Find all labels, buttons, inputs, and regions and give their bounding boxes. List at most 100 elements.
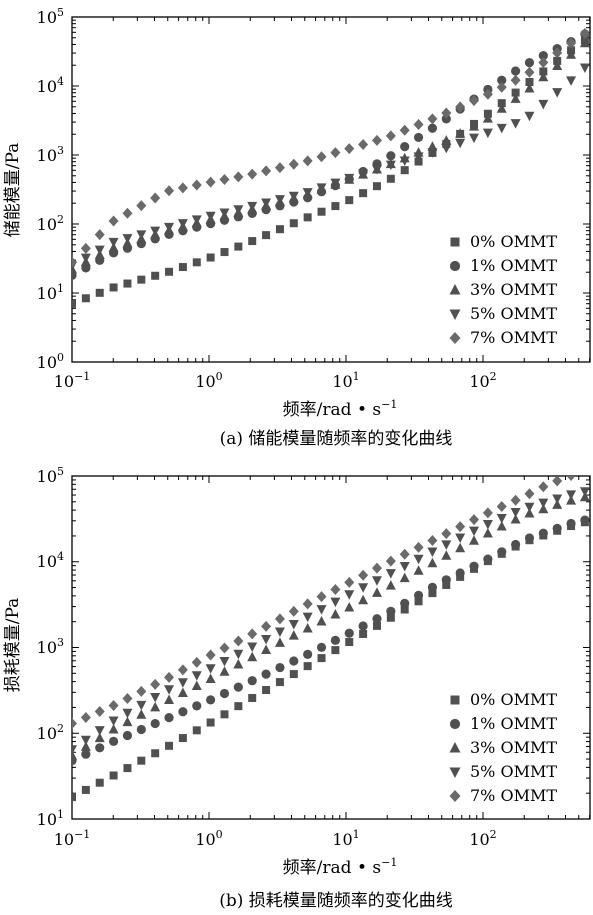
data-point (331, 202, 340, 211)
data-point (524, 57, 535, 68)
data-point (482, 88, 493, 100)
data-point (455, 521, 466, 533)
data-point (496, 81, 507, 93)
data-point (371, 164, 382, 175)
data-point (399, 572, 410, 583)
data-point (510, 93, 521, 103)
data-point (122, 716, 133, 727)
data-point (469, 95, 480, 107)
data-point (427, 547, 438, 558)
data-point (386, 613, 395, 622)
chart-panel-b: 101 102 103 104 105 10−1 100 101 102 频率/… (3, 465, 591, 911)
data-point (400, 605, 409, 614)
ytick-b-3: 104 (37, 550, 64, 571)
data-point (150, 678, 161, 690)
data-point (191, 656, 202, 668)
data-point (584, 476, 585, 477)
data-point (399, 561, 410, 572)
data-point (385, 160, 396, 171)
data-point (233, 682, 243, 692)
data-point (108, 724, 119, 734)
data-point (316, 183, 327, 193)
data-point (247, 676, 257, 686)
data-point (177, 664, 188, 676)
legend-marker-4 (449, 790, 461, 802)
data-point (233, 649, 244, 660)
data-point (109, 283, 118, 292)
data-point (151, 749, 160, 758)
data-point (344, 590, 355, 600)
data-point (371, 562, 382, 574)
data-point (482, 520, 493, 530)
xtick-b-0: 10−1 (54, 828, 91, 849)
data-point (511, 539, 521, 550)
data-point (538, 481, 549, 493)
data-point (233, 171, 244, 183)
data-point (151, 271, 160, 280)
data-point (372, 621, 381, 630)
data-point (358, 138, 369, 150)
data-point (191, 215, 202, 225)
data-point (552, 523, 562, 533)
data-point (72, 793, 76, 802)
data-point (72, 299, 76, 308)
data-point (524, 502, 535, 513)
data-point (441, 114, 451, 124)
data-point (552, 47, 563, 59)
data-point (538, 498, 549, 509)
data-point (302, 623, 313, 633)
data-point (580, 515, 590, 525)
data-point (441, 528, 452, 540)
legend-marker-0 (450, 237, 460, 247)
ytick-a-1: 101 (37, 282, 64, 303)
legend-b-label-0: 0% OMMT (470, 690, 557, 709)
plot-frame-a (71, 16, 591, 363)
data-point (109, 771, 118, 780)
data-point (274, 195, 285, 205)
data-point (122, 207, 133, 219)
data-point (344, 143, 355, 155)
legend-marker-1 (449, 260, 461, 272)
data-point (205, 176, 216, 188)
data-point (524, 111, 535, 122)
data-point (525, 78, 534, 87)
data-point (95, 288, 104, 297)
data-point (455, 101, 466, 113)
data-point (482, 507, 493, 519)
data-point (274, 627, 285, 638)
ytick-b-2: 103 (37, 636, 64, 657)
data-point (303, 662, 312, 671)
data-point (441, 540, 452, 550)
minor-ticks-b (71, 476, 591, 820)
data-point (510, 74, 521, 86)
data-point (538, 71, 549, 82)
data-point (288, 620, 299, 630)
data-point (288, 158, 299, 170)
data-point (372, 182, 381, 191)
legend-marker-2 (449, 284, 461, 295)
data-point (289, 656, 299, 666)
data-point (344, 601, 355, 612)
data-point (482, 128, 493, 139)
data-point (191, 179, 202, 191)
data-point (206, 718, 215, 727)
data-point (400, 142, 410, 152)
data-point (164, 671, 175, 683)
legend-marker-3 (449, 309, 461, 320)
data-point (122, 730, 133, 741)
data-point (288, 605, 299, 617)
data-point (94, 229, 105, 241)
data-point (455, 138, 466, 149)
data-point (413, 152, 424, 162)
data-point (275, 678, 284, 687)
data-point (233, 635, 244, 647)
x-axis-title-a: 频率/rad • s−1 (283, 398, 398, 420)
legend-a-label-2: 3% OMMT (470, 280, 557, 299)
data-point (552, 494, 563, 504)
data-point (302, 612, 313, 623)
data-point (385, 580, 396, 590)
data-point (94, 245, 105, 256)
data-point (233, 205, 244, 215)
data-point (579, 487, 590, 497)
data-point (399, 156, 410, 167)
